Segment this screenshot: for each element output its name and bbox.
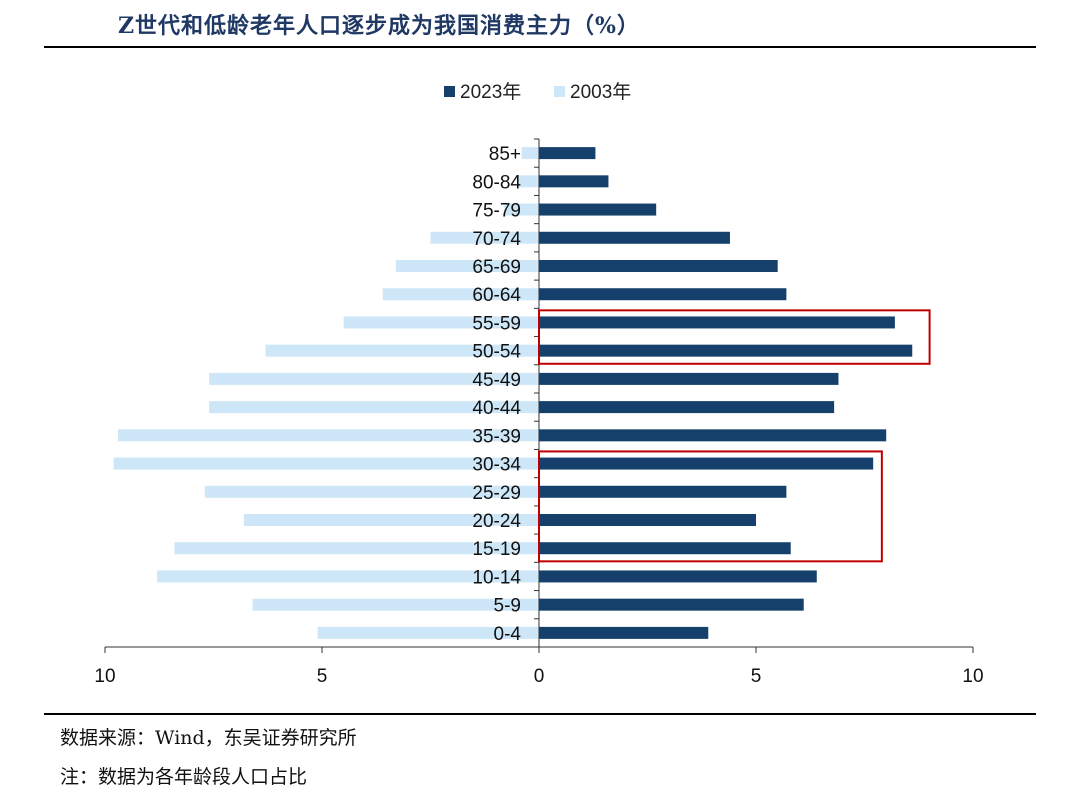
bar-2003-10-14 — [157, 570, 539, 583]
bar-2003-85+ — [521, 147, 539, 160]
highlight-box-2 — [538, 450, 883, 563]
bar-2023-5-9 — [539, 598, 804, 611]
bar-2003-65-69 — [395, 260, 539, 272]
category-label-75-79: 75-79 — [472, 201, 521, 222]
bar-2023-15-19 — [539, 542, 791, 555]
x-tick-label: 5 — [751, 666, 762, 687]
bar-2003-70-74 — [430, 231, 539, 244]
population-pyramid-chart: 2023年 2003年85+80-8475-7970-7465-6960-6455… — [94, 81, 983, 687]
category-label-5-9: 5-9 — [494, 596, 521, 617]
category-label-50-54: 50-54 — [472, 342, 521, 363]
x-tick-label: 10 — [962, 666, 983, 687]
bar-2003-40-44 — [209, 401, 539, 414]
bar-2023-65-69 — [539, 260, 778, 272]
category-label-60-64: 60-64 — [472, 285, 521, 306]
bar-2023-45-49 — [539, 372, 839, 385]
bottom-divider — [44, 713, 1036, 715]
category-label-85+: 85+ — [489, 144, 521, 165]
bar-2003-0-4 — [317, 626, 539, 639]
bar-2023-75-79 — [539, 203, 657, 216]
bar-2023-35-39 — [539, 429, 887, 442]
bar-2003-45-49 — [209, 372, 539, 385]
bar-2003-60-64 — [382, 288, 539, 301]
category-label-80-84: 80-84 — [472, 172, 521, 193]
legend-label-2023: 2023年 — [460, 81, 521, 103]
bar-2023-85+ — [539, 147, 596, 160]
category-label-65-69: 65-69 — [472, 257, 521, 278]
legend-swatch-2003 — [554, 86, 565, 97]
legend-label-2003: 2003年 — [570, 81, 631, 103]
category-label-0-4: 0-4 — [494, 624, 522, 645]
chart-title: Z世代和低龄老年人口逐步成为我国消费主力（%） — [118, 13, 640, 39]
bar-2003-25-29 — [204, 485, 539, 498]
bar-2023-50-54 — [539, 344, 913, 357]
bar-2023-70-74 — [539, 231, 730, 244]
bar-2003-50-54 — [265, 344, 539, 357]
bar-2023-80-84 — [539, 175, 609, 188]
category-label-40-44: 40-44 — [472, 398, 521, 419]
category-label-10-14: 10-14 — [472, 567, 521, 588]
bar-2023-25-29 — [539, 485, 787, 498]
category-label-15-19: 15-19 — [472, 539, 521, 560]
bar-2003-35-39 — [118, 429, 540, 442]
category-label-35-39: 35-39 — [472, 426, 521, 447]
bar-2003-30-34 — [113, 457, 540, 470]
bar-2003-55-59 — [343, 316, 539, 329]
category-label-25-29: 25-29 — [472, 483, 521, 504]
bar-2003-15-19 — [174, 542, 539, 555]
footnote: 注：数据为各年龄段人口占比 — [60, 766, 308, 788]
highlight-box-1 — [538, 309, 931, 365]
category-label-30-34: 30-34 — [472, 455, 521, 476]
bar-2023-30-34 — [539, 457, 874, 470]
bar-2023-0-4 — [539, 626, 709, 639]
bar-2023-55-59 — [539, 316, 895, 329]
bar-2023-60-64 — [539, 288, 787, 301]
category-label-70-74: 70-74 — [472, 229, 521, 250]
bar-2003-75-79 — [504, 203, 539, 216]
bar-2003-20-24 — [243, 514, 539, 526]
bar-2023-10-14 — [539, 570, 817, 583]
category-label-20-24: 20-24 — [472, 511, 521, 532]
bar-2023-40-44 — [539, 401, 835, 414]
category-label-55-59: 55-59 — [472, 313, 521, 334]
bar-2003-80-84 — [517, 175, 539, 188]
x-tick-label: 0 — [534, 666, 545, 687]
bar-2003-5-9 — [252, 598, 539, 611]
x-tick-label: 5 — [317, 666, 328, 687]
source-note: 数据来源：Wind，东吴证券研究所 — [60, 727, 357, 749]
legend-swatch-2023 — [444, 86, 455, 97]
x-tick-label: 10 — [94, 666, 115, 687]
top-divider — [44, 46, 1036, 48]
bar-2023-20-24 — [539, 514, 756, 526]
category-label-45-49: 45-49 — [472, 370, 521, 391]
